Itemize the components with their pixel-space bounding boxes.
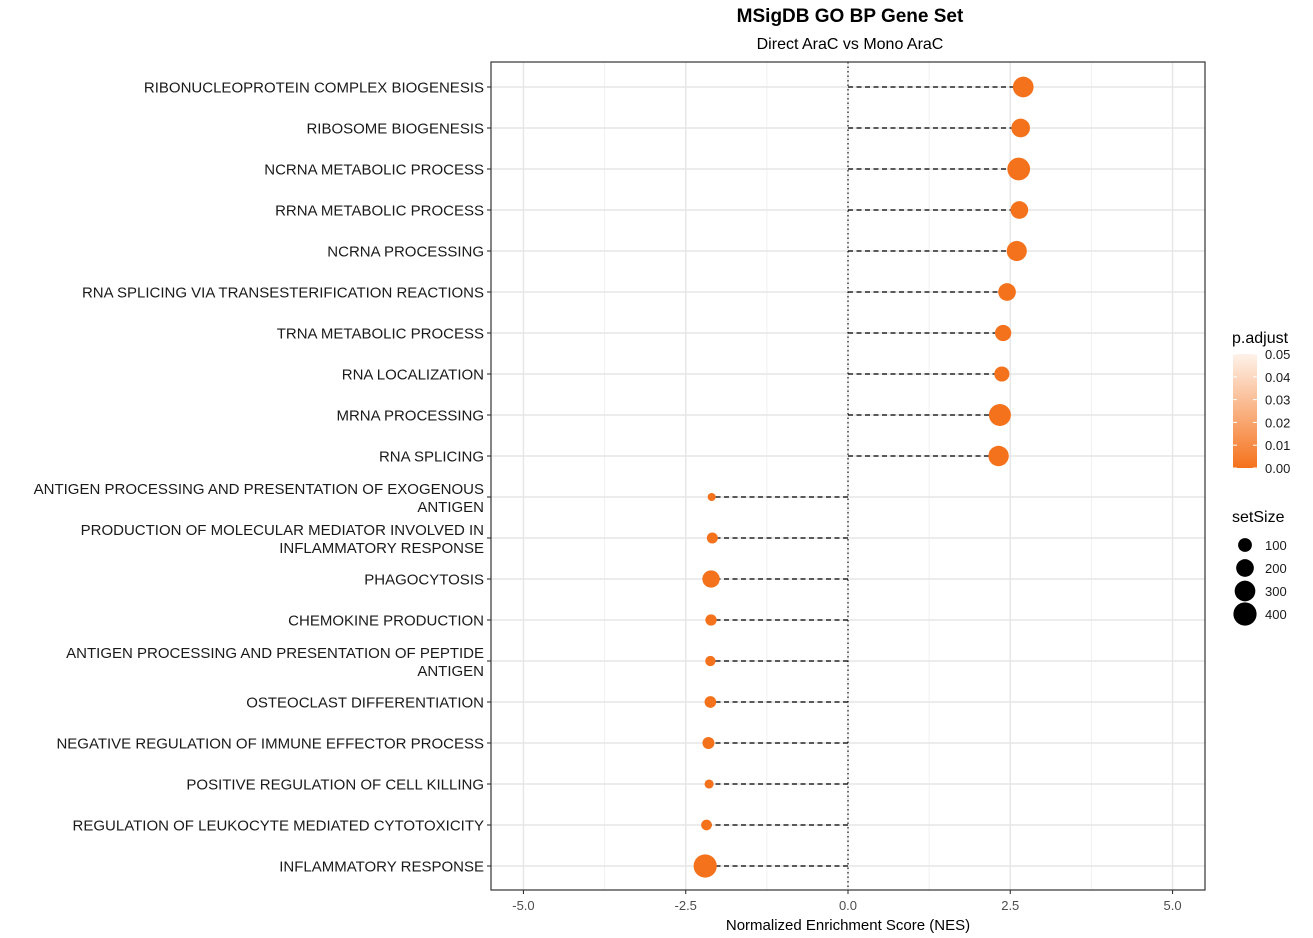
category-label: NCRNA PROCESSING (327, 244, 484, 261)
nes-point (1011, 118, 1030, 138)
category-label: RIBONUCLEOPROTEIN COMPLEX BIOGENESIS (144, 80, 484, 97)
nes-point (693, 854, 717, 878)
setsize-legend-title: setSize (1232, 509, 1285, 526)
setsize-legend-label: 400 (1265, 607, 1287, 622)
nes-point (702, 570, 720, 588)
category-label: CHEMOKINE PRODUCTION (288, 613, 484, 630)
nes-point (988, 445, 1009, 467)
chart-subtitle: Direct AraC vs Mono AraC (757, 36, 944, 53)
category-label: OSTEOCLAST DIFFERENTIATION (246, 695, 484, 712)
lollipop-segments (705, 86, 1024, 867)
x-axis-label: Normalized Enrichment Score (NES) (726, 917, 970, 934)
category-label: ANTIGEN PROCESSING AND PRESENTATION OF P… (66, 645, 484, 680)
nes-point (1006, 240, 1027, 262)
colorbar-tick-label: 0.05 (1265, 347, 1290, 362)
nes-point (704, 696, 717, 708)
category-label: RNA SPLICING (379, 449, 484, 466)
category-label: TRNA METABOLIC PROCESS (277, 326, 484, 343)
colorbar-tick-label: 0.04 (1265, 370, 1290, 385)
setsize-legend-label: 300 (1265, 584, 1287, 599)
nes-point (1007, 157, 1031, 181)
x-tick-label: 5.0 (1164, 898, 1182, 913)
setsize-legend-dot (1233, 602, 1257, 626)
nes-point (701, 819, 712, 831)
setsize-legend-dot (1234, 580, 1256, 602)
nes-point (1012, 76, 1034, 98)
nes-point (702, 737, 715, 749)
nes-point (706, 532, 718, 544)
colorbar-tick-label: 0.01 (1265, 438, 1290, 453)
setsize-legend-label: 200 (1265, 561, 1287, 576)
nes-point (705, 614, 717, 626)
x-tick-label: -2.5 (675, 898, 697, 913)
category-label: RIBOSOME BIOGENESIS (306, 121, 484, 138)
p-adjust-legend: p.adjust 0.05 0.04 0.03 0.02 0.01 0.00 (1232, 330, 1290, 476)
category-label: PHAGOCYTOSIS (364, 572, 484, 589)
nes-point (994, 324, 1012, 342)
data-points (693, 76, 1034, 878)
colorbar-tick-label: 0.00 (1265, 461, 1290, 476)
category-labels: RIBONUCLEOPROTEIN COMPLEX BIOGENESIS RIBO… (34, 80, 484, 876)
y-axis-ticks (487, 86, 491, 867)
category-label: NEGATIVE REGULATION OF IMMUNE EFFECTOR P… (56, 736, 484, 753)
x-axis-ticks: -5.0 -2.5 0.0 2.5 5.0 (512, 890, 1182, 913)
nes-point (707, 492, 716, 502)
colorbar-tick-label: 0.02 (1265, 415, 1290, 430)
p-adjust-legend-title: p.adjust (1232, 330, 1289, 347)
chart-title: MSigDB GO BP Gene Set (737, 6, 964, 27)
nes-point (994, 366, 1010, 382)
category-label: POSITIVE REGULATION OF CELL KILLING (186, 777, 484, 794)
category-label: ANTIGEN PROCESSING AND PRESENTATION OF E… (34, 481, 484, 516)
p-adjust-colorbar (1233, 354, 1257, 468)
setsize-legend: setSize 100 200 300 400 (1232, 509, 1287, 626)
category-label: RNA LOCALIZATION (342, 367, 484, 384)
nes-point (705, 655, 716, 667)
nes-point (998, 283, 1016, 301)
nes-point (988, 404, 1011, 426)
p-adjust-colorbar-ticks: 0.05 0.04 0.03 0.02 0.01 0.00 (1233, 347, 1290, 476)
setsize-legend-label: 100 (1265, 538, 1287, 553)
colorbar-tick-label: 0.03 (1265, 393, 1290, 408)
category-label: PRODUCTION OF MOLECULAR MEDIATOR INVOLVE… (81, 522, 484, 557)
category-label: RNA SPLICING VIA TRANSESTERIFICATION REA… (82, 285, 484, 302)
category-label: REGULATION OF LEUKOCYTE MEDIATED CYTOTOX… (73, 818, 484, 835)
setsize-legend-dot (1236, 559, 1254, 577)
x-tick-label: 2.5 (1001, 898, 1019, 913)
setsize-legend-dot (1238, 538, 1252, 552)
category-label: NCRNA METABOLIC PROCESS (264, 162, 484, 179)
x-tick-label: 0.0 (839, 898, 857, 913)
nes-point (1010, 201, 1029, 219)
category-label: INFLAMMATORY RESPONSE (279, 859, 484, 876)
setsize-legend-items: 100 200 300 400 (1233, 538, 1287, 626)
nes-point (704, 779, 714, 789)
category-label: MRNA PROCESSING (336, 408, 484, 425)
category-label: RRNA METABOLIC PROCESS (275, 203, 484, 220)
x-tick-label: -5.0 (512, 898, 534, 913)
